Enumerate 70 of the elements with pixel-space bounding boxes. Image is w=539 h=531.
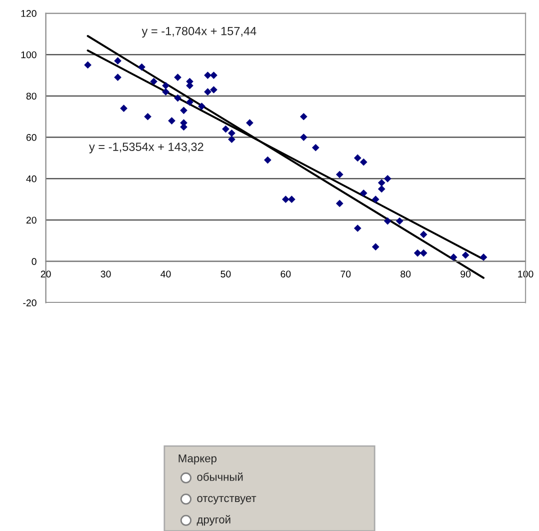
annotation: y = -1,5354x + 143,32: [89, 142, 204, 154]
text: обычный: [197, 472, 243, 481]
x-tick-label: 70: [340, 270, 351, 278]
point: [372, 243, 380, 251]
point: [138, 63, 146, 71]
point: [372, 196, 380, 203]
point: [378, 179, 386, 186]
point: [462, 251, 470, 259]
x-tick-label: 50: [220, 270, 231, 278]
point: [414, 249, 422, 257]
point: [354, 224, 362, 232]
point: [450, 254, 458, 261]
point: [186, 98, 194, 106]
point: [420, 230, 428, 238]
text: Маркер: [178, 454, 216, 464]
point: [228, 136, 236, 144]
point: [336, 200, 344, 208]
point: [360, 189, 368, 197]
point: [300, 112, 308, 120]
x-tick-label: 80: [400, 270, 411, 278]
point: [210, 86, 218, 94]
y-tick-label: 0: [32, 258, 36, 265]
point: [360, 158, 368, 166]
x-tick-label: 30: [100, 270, 111, 278]
point: [300, 134, 308, 141]
point: [150, 78, 158, 86]
point: [312, 144, 320, 152]
point: [228, 129, 236, 137]
point: [396, 217, 404, 225]
point: [384, 174, 392, 182]
annotation: y = -1,7804x + 157,44: [142, 26, 256, 38]
point: [84, 61, 92, 69]
point: [354, 154, 362, 162]
text: другой: [196, 515, 230, 526]
point: [114, 74, 122, 82]
point: [180, 106, 188, 114]
point: [480, 254, 488, 261]
point: [198, 102, 206, 110]
point: [246, 119, 254, 127]
y-tick-label: 60: [26, 134, 36, 141]
x-tick-label: 90: [460, 270, 471, 278]
y-tick-label: 100: [21, 51, 36, 58]
point: [174, 94, 182, 102]
x-tick-label: 60: [280, 270, 291, 278]
x-tick-label: 40: [160, 270, 171, 278]
point: [210, 72, 218, 79]
point: [288, 196, 296, 203]
point: [144, 112, 152, 120]
point: [120, 104, 128, 112]
point: [162, 82, 170, 90]
y-tick-label: 80: [26, 92, 36, 100]
point: [162, 88, 170, 96]
text: отсутствует: [197, 496, 256, 504]
point: [378, 185, 386, 193]
y-tick-label: 40: [26, 175, 36, 182]
point: [168, 117, 176, 124]
point: [204, 72, 212, 79]
point: [204, 88, 212, 96]
point: [114, 57, 122, 64]
point: [282, 196, 290, 203]
x-tick-label: 20: [40, 270, 51, 278]
point: [420, 249, 428, 257]
point: [336, 170, 344, 178]
y-tick-label: -20: [23, 299, 36, 306]
y-tick-label: 120: [21, 10, 36, 17]
point: [384, 217, 392, 225]
point: [174, 74, 182, 82]
point: [222, 125, 230, 133]
point: [264, 156, 272, 164]
y-tick-label: 20: [26, 216, 36, 224]
